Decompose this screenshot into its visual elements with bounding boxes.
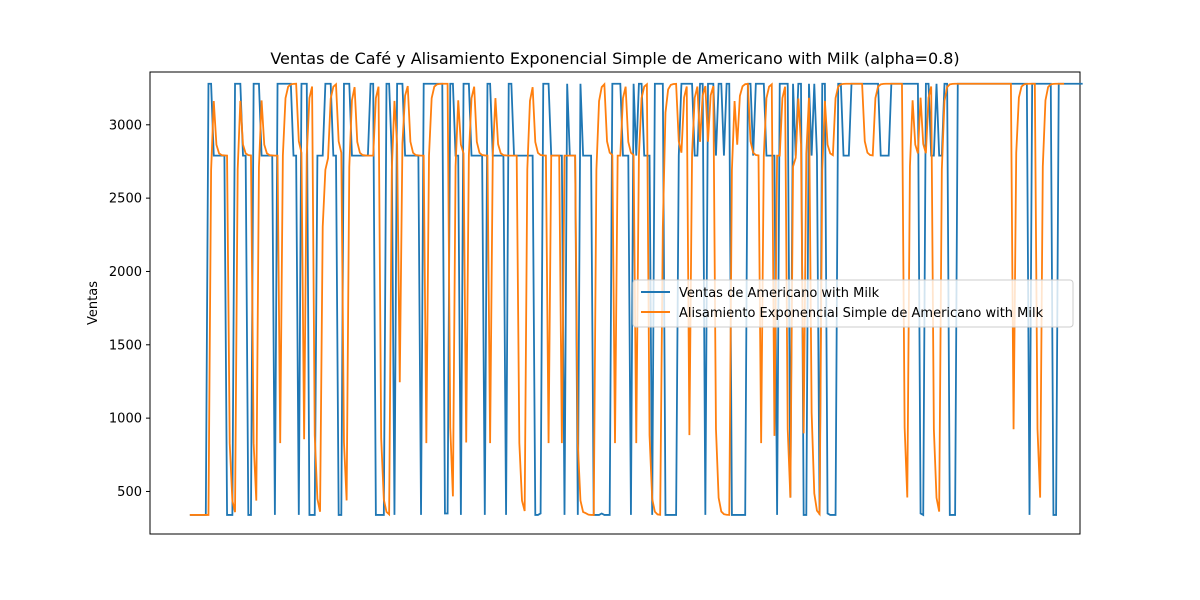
plot-frame bbox=[149, 71, 1081, 535]
y-axis: 500 1000 1500 2000 2500 3000 bbox=[109, 118, 150, 500]
legend-label-ventas: Ventas de Americano with Milk bbox=[679, 286, 880, 301]
y-axis-label: Ventas bbox=[86, 281, 101, 325]
legend-frame bbox=[632, 279, 1074, 328]
series-line-alisamiento bbox=[189, 82, 1065, 517]
series-layer bbox=[189, 82, 1083, 517]
plot-area: 500 1000 1500 2000 2500 3000 bbox=[109, 71, 1083, 535]
chart-title: Ventas de Café y Alisamiento Exponencial… bbox=[270, 49, 959, 68]
y-tick-label: 2500 bbox=[109, 192, 142, 207]
legend-label-alisamiento: Alisamiento Exponencial Simple de Americ… bbox=[679, 306, 1044, 321]
series-line-ventas bbox=[189, 82, 1083, 517]
y-tick-label: 1000 bbox=[109, 412, 142, 427]
legend: Ventas de Americano with Milk Alisamient… bbox=[632, 279, 1074, 328]
y-tick-label: 500 bbox=[117, 485, 142, 500]
y-tick-label: 3000 bbox=[109, 118, 142, 133]
y-tick-label: 1500 bbox=[109, 338, 142, 353]
y-tick-label: 2000 bbox=[109, 265, 142, 280]
